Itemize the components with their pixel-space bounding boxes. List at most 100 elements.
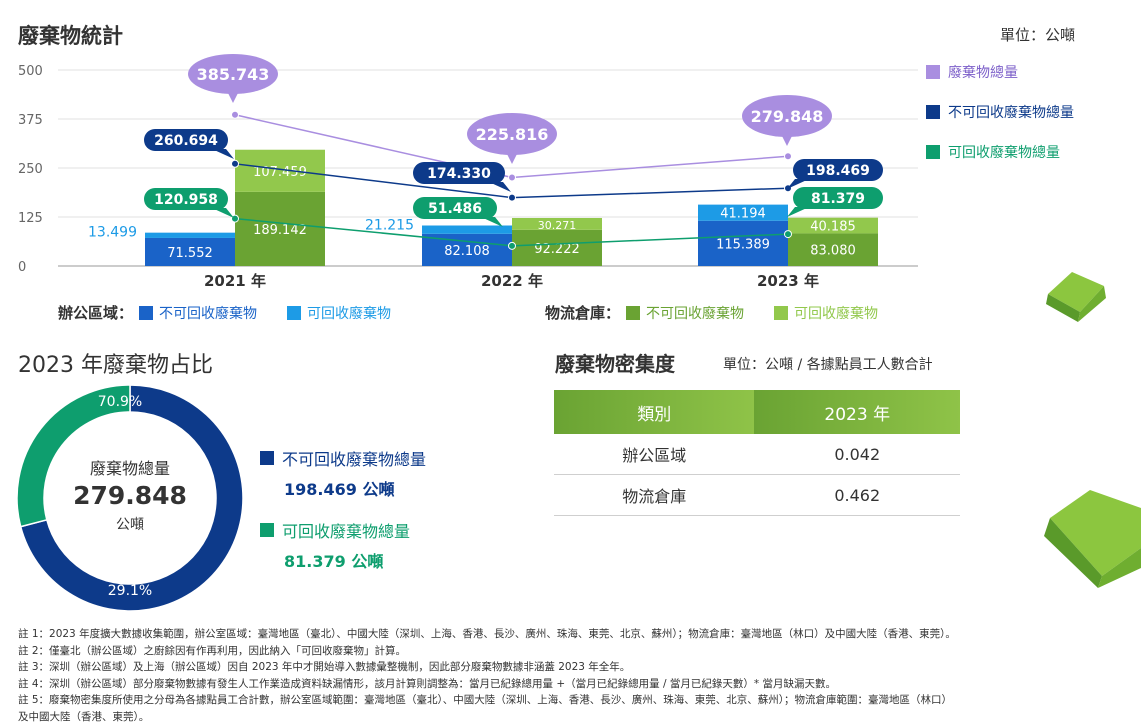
legend-item-recyclable-total: 可回收廢棄物總量: [926, 142, 1074, 162]
legend-label-total: 廢棄物總量: [948, 62, 1018, 82]
y-tick-label: 125: [18, 211, 43, 226]
callout-recyclable: 51.486: [428, 201, 482, 217]
legend-label-office-recyclable: 可回收廢棄物: [307, 303, 391, 323]
y-tick-label: 375: [18, 113, 43, 128]
density-cell: 辦公區域: [554, 434, 754, 475]
density-col-year: 2023 年: [754, 390, 960, 434]
density-header-row: 類別 2023 年: [554, 390, 960, 434]
bar-label: 83.080: [810, 244, 856, 259]
footnote: 註 1：2023 年度擴大數據收集範圍，辦公室區域：臺灣地區（臺北）、中國大陸（…: [18, 626, 1128, 643]
callout-nonrecyclable: 260.694: [154, 133, 218, 149]
callout-recyclable: 120.958: [154, 192, 218, 208]
callout-recyclable: 81.379: [811, 191, 865, 207]
density-table: 類別 2023 年 辦公區域 0.042 物流倉庫 0.462: [554, 390, 960, 516]
bar-chart-unit: 單位：公噸: [1000, 24, 1075, 45]
bar-chart-legend: 廢棄物總量 不可回收廢棄物總量 可回收廢棄物總量: [926, 62, 1074, 162]
bar-label: 30.271: [538, 219, 577, 232]
bar-office-recyclable: [422, 225, 512, 233]
callout-total-pointer: [781, 134, 793, 146]
green-cube-icon: [1040, 488, 1141, 588]
bar-legend-warehouse: 物流倉庫： 不可回收廢棄物 可回收廢棄物: [545, 302, 878, 323]
callout-total: 279.848: [751, 107, 824, 126]
legend-item-nonrecyclable-total: 不可回收廢棄物總量: [926, 102, 1074, 122]
density-cell: 物流倉庫: [554, 475, 754, 516]
footnote: 註 2：僅臺北（辦公區域）之廚餘因有作再利用，因此納入「可回收廢棄物」計算。: [18, 643, 1128, 660]
table-row: 物流倉庫 0.462: [554, 475, 960, 516]
legend-swatch-nonrecyclable-total: [926, 105, 940, 119]
legend-label-warehouse-recyclable: 可回收廢棄物: [794, 303, 878, 323]
x-tick-label: 2022 年: [481, 272, 543, 290]
line-point: [509, 242, 516, 249]
legend-swatch-warehouse-nonrecyclable: [626, 306, 640, 320]
bar-label: 115.389: [716, 237, 770, 252]
donut-center-unit: 公噸: [55, 514, 205, 534]
density-cell: 0.042: [754, 434, 960, 475]
bar-chart-title: 廢棄物統計: [18, 20, 123, 50]
bar-legend-office: 辦公區域： 不可回收廢棄物 可回收廢棄物: [58, 302, 391, 323]
bar-label: 13.499: [88, 225, 137, 241]
legend-swatch-recyclable-total: [926, 145, 940, 159]
bar-office-recyclable: [145, 233, 235, 238]
line-point: [785, 153, 792, 160]
y-tick-label: 250: [18, 162, 43, 177]
bar-label: 40.185: [810, 220, 856, 235]
footnote: 及中國大陸（香港、東莞）。: [18, 709, 1128, 725]
density-cell: 0.462: [754, 475, 960, 516]
callout-total-pointer: [227, 91, 239, 103]
legend-swatch-total: [926, 65, 940, 79]
line-point: [232, 160, 239, 167]
legend-label-warehouse-nonrecyclable: 不可回收廢棄物: [646, 303, 744, 323]
donut-title: 2023 年廢棄物占比: [18, 347, 213, 379]
legend-label-recyclable-total: 可回收廢棄物總量: [948, 142, 1060, 162]
line-point: [785, 231, 792, 238]
footnote: 註 5：廢棄物密集度所使用之分母為各據點員工合計數，辦公室區域範圍：臺灣地區（臺…: [18, 692, 1128, 709]
footnotes: 註 1：2023 年度擴大數據收集範圍，辦公室區域：臺灣地區（臺北）、中國大陸（…: [18, 626, 1128, 725]
donut-label-nonrecyclable: 不可回收廢棄物總量: [282, 446, 426, 470]
donut-center-value: 279.848: [55, 481, 205, 510]
callout-nonrecyclable: 198.469: [806, 163, 870, 179]
donut-legend-recyclable: 可回收廢棄物總量 81.379 公噸: [260, 518, 410, 572]
donut-value-nonrecyclable: 198.469 公噸: [284, 476, 426, 500]
legend-item-total: 廢棄物總量: [926, 62, 1074, 82]
legend-label-office-nonrecyclable: 不可回收廢棄物: [159, 303, 257, 323]
callout-total: 385.743: [197, 65, 270, 84]
callout-total: 225.816: [476, 125, 549, 144]
density-title: 廢棄物密集度: [555, 348, 675, 377]
line-point: [509, 194, 516, 201]
y-tick-label: 500: [18, 64, 43, 79]
y-tick-label: 0: [18, 260, 26, 275]
callout-nonrecyclable-pointer: [212, 149, 234, 159]
table-row: 辦公區域 0.042: [554, 434, 960, 475]
donut-swatch-nonrecyclable: [260, 451, 274, 465]
legend-swatch-warehouse-recyclable: [774, 306, 788, 320]
legend-swatch-office-nonrecyclable: [139, 306, 153, 320]
legend-label-nonrecyclable-total: 不可回收廢棄物總量: [948, 102, 1074, 122]
green-cube-icon: [1042, 268, 1110, 324]
callout-total-pointer: [506, 152, 518, 164]
x-tick-label: 2021 年: [204, 272, 266, 290]
x-tick-label: 2023 年: [757, 272, 819, 290]
donut-legend-nonrecyclable: 不可回收廢棄物總量 198.469 公噸: [260, 446, 426, 500]
donut-percent-label: 29.1%: [108, 583, 152, 599]
line-point: [509, 174, 516, 181]
line-point: [232, 111, 239, 118]
bar-label: 82.108: [444, 244, 490, 259]
footnote: 註 4：深圳（辦公區域）部分廢棄物數據有發生人工作業造成資料缺漏情形，該月計算則…: [18, 676, 1128, 693]
donut-swatch-recyclable: [260, 523, 274, 537]
donut-center: 廢棄物總量 279.848 公噸: [55, 455, 205, 534]
bar-label: 21.215: [365, 217, 414, 233]
donut-center-title: 廢棄物總量: [55, 455, 205, 479]
line-point: [232, 215, 239, 222]
footnote: 註 3：深圳（辦公區域）及上海（辦公區域）因自 2023 年中才開始導入數據彙整…: [18, 659, 1128, 676]
bar-legend-office-label: 辦公區域：: [58, 302, 133, 323]
callout-nonrecyclable: 174.330: [427, 166, 491, 182]
density-unit: 單位：公噸 / 各據點員工人數合計: [723, 354, 933, 374]
bar-legend-warehouse-label: 物流倉庫：: [545, 302, 620, 323]
bar-label: 71.552: [167, 246, 213, 261]
donut-label-recyclable: 可回收廢棄物總量: [282, 518, 410, 542]
density-col-category: 類別: [554, 390, 754, 434]
donut-value-recyclable: 81.379 公噸: [284, 548, 410, 572]
donut-percent-label: 70.9%: [98, 394, 142, 410]
bar-label: 41.194: [720, 207, 766, 222]
